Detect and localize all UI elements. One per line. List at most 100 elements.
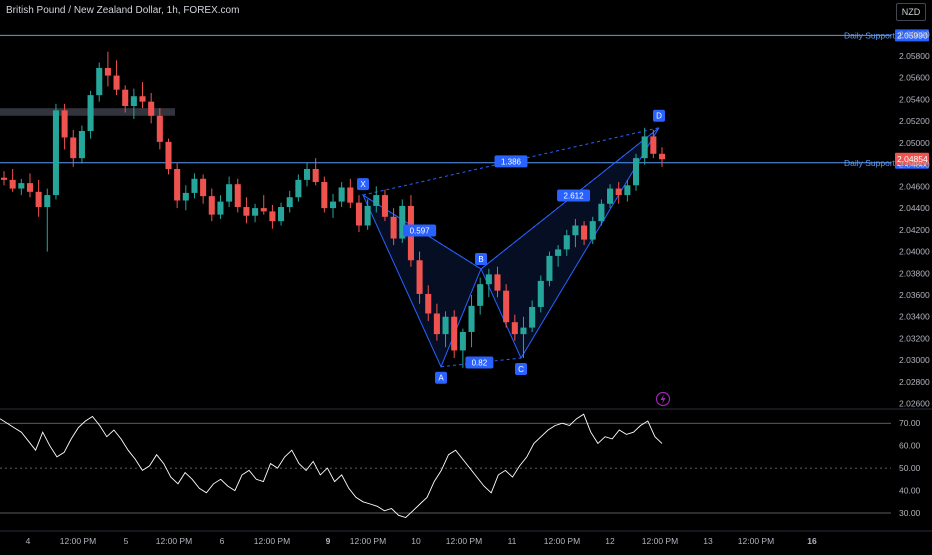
candle-body xyxy=(347,187,354,203)
y-tick-label: 2.05000 xyxy=(899,138,930,148)
symbol-title: British Pound / New Zealand Dollar, 1h, … xyxy=(6,5,240,16)
currency-button[interactable]: NZD xyxy=(896,3,926,21)
lightning-icon[interactable] xyxy=(655,391,671,407)
candle-body xyxy=(26,183,34,192)
x-tick-label: 13 xyxy=(703,536,713,546)
candle-body xyxy=(485,274,492,285)
time-axis: 4 12:00 PM 5 12:00 PM 6 12:00 PM 9 12:00 PM 10 12… xyxy=(0,530,932,546)
candle-body xyxy=(598,203,605,222)
candle-body xyxy=(208,196,215,215)
x-tick-label: 12:00 PM xyxy=(738,536,774,546)
candle-body xyxy=(96,67,103,96)
candle-body xyxy=(18,183,25,189)
pattern-point-b: B xyxy=(478,255,483,264)
candle-body xyxy=(104,67,111,76)
candle-body xyxy=(113,75,120,90)
x-tick-label: 16 xyxy=(807,536,817,546)
y-tick-label: 2.05200 xyxy=(899,116,930,126)
pattern-point-c: C xyxy=(518,365,524,374)
candle-body xyxy=(87,95,94,131)
candle-body xyxy=(260,208,267,212)
pattern-labels: X A B C D 0.597 0.82 2.612 1.386 xyxy=(357,109,665,384)
candle-body xyxy=(520,327,527,335)
x-tick-label: 5 xyxy=(124,536,129,546)
pattern-ratio-box xyxy=(403,224,437,237)
candle-body xyxy=(182,192,189,201)
candle-body xyxy=(537,280,544,307)
candle-body xyxy=(70,137,77,159)
candle-body xyxy=(61,110,68,138)
pattern-ac-line xyxy=(440,357,522,368)
y-tick-label: 2.04400 xyxy=(899,203,930,213)
candle-body xyxy=(44,195,51,208)
candle-body xyxy=(295,179,302,198)
pattern-bd-line xyxy=(480,127,660,270)
candle-body xyxy=(451,316,458,351)
candle-body xyxy=(217,201,224,215)
candle-body xyxy=(425,293,432,314)
candle-body xyxy=(624,185,631,196)
candle-body xyxy=(252,208,259,216)
candle-body xyxy=(312,169,319,183)
candle-body xyxy=(9,179,16,189)
candle-body xyxy=(329,201,337,209)
y-tick-label: 2.04800 xyxy=(899,160,930,170)
candle-body xyxy=(390,216,397,239)
candle-body xyxy=(52,110,59,196)
lightning-icon-bolt xyxy=(660,394,666,404)
rsi-tick-label: 30.00 xyxy=(899,508,921,518)
candle-body xyxy=(658,153,666,160)
candle-body xyxy=(269,211,276,222)
candle-body xyxy=(0,177,8,180)
x-tick-label: 12:00 PM xyxy=(642,536,678,546)
candle-body xyxy=(174,169,181,201)
x-tick-label: 12:00 PM xyxy=(544,536,580,546)
candle-body xyxy=(477,284,484,306)
x-tick-label: 11 xyxy=(508,536,517,546)
candle-body xyxy=(381,195,388,217)
pattern-ratio-box xyxy=(494,155,528,168)
candle-body xyxy=(243,207,250,216)
x-tick-label: 9 xyxy=(326,536,331,546)
candle-body xyxy=(200,178,207,197)
x-tick-label: 6 xyxy=(220,536,225,546)
x-tick-label: 12:00 PM xyxy=(350,536,386,546)
candle-body xyxy=(148,101,155,116)
candle-body xyxy=(303,169,311,180)
candle-body xyxy=(399,205,406,239)
support-line-label: Daily Support xyxy=(844,158,896,168)
y-tick-label: 2.02600 xyxy=(899,399,930,409)
pattern-xb-line xyxy=(362,194,482,270)
resistance-zone xyxy=(0,108,175,116)
support-price-label: 2.05990 xyxy=(897,30,928,40)
candle-body xyxy=(364,205,371,226)
y-tick-label: 2.03200 xyxy=(899,333,930,343)
current-price-tag xyxy=(895,152,929,165)
rsi-tick-label: 60.00 xyxy=(899,441,921,451)
x-tick-label: 12:00 PM xyxy=(446,536,482,546)
candle-body xyxy=(572,225,579,236)
rsi-tick-label: 40.00 xyxy=(899,486,921,496)
pattern-point-x: X xyxy=(360,180,366,189)
candle-body xyxy=(442,316,449,335)
lightning-icon-ring xyxy=(655,391,671,407)
pattern-ratio-label: 1.386 xyxy=(501,157,522,166)
candle-body xyxy=(35,191,42,208)
candle-body xyxy=(459,331,466,351)
y-tick-label: 2.06000 xyxy=(899,29,930,39)
x-tick-label: 12 xyxy=(605,536,615,546)
candle-body xyxy=(468,305,475,332)
y-tick-label: 2.03000 xyxy=(899,355,930,365)
x-tick-label: 12:00 PM xyxy=(60,536,96,546)
pattern-ratio-label: 2.612 xyxy=(564,192,585,201)
candle-body xyxy=(321,182,328,209)
candle-body xyxy=(546,255,553,281)
pattern-point-d-box xyxy=(653,109,665,122)
y-tick-label: 2.05400 xyxy=(899,94,930,104)
candle-body xyxy=(511,322,518,335)
candles xyxy=(0,51,666,368)
pattern-point-a-box xyxy=(435,371,447,384)
candle-body xyxy=(373,195,380,206)
